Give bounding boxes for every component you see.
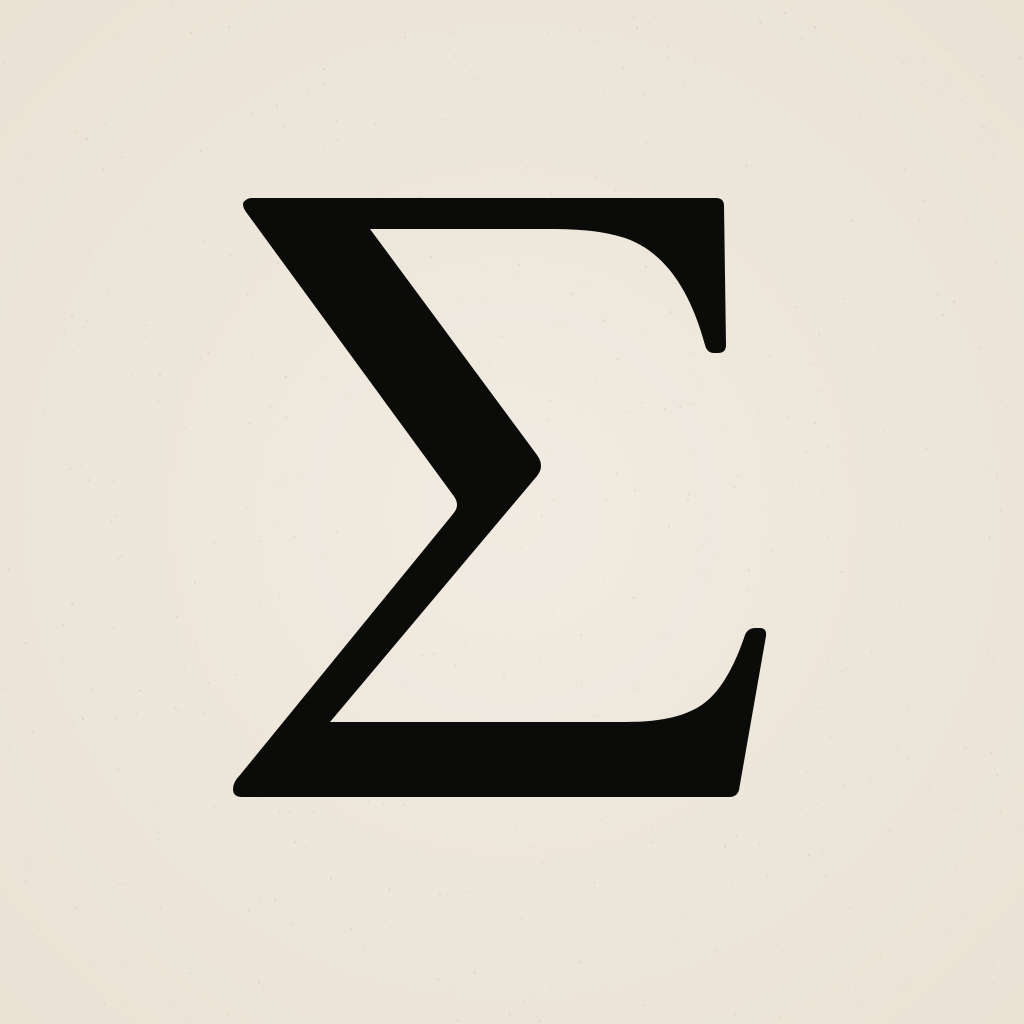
sigma-icon	[233, 198, 767, 797]
sigma-artwork	[0, 0, 1024, 1024]
paper-background	[0, 0, 1024, 1024]
